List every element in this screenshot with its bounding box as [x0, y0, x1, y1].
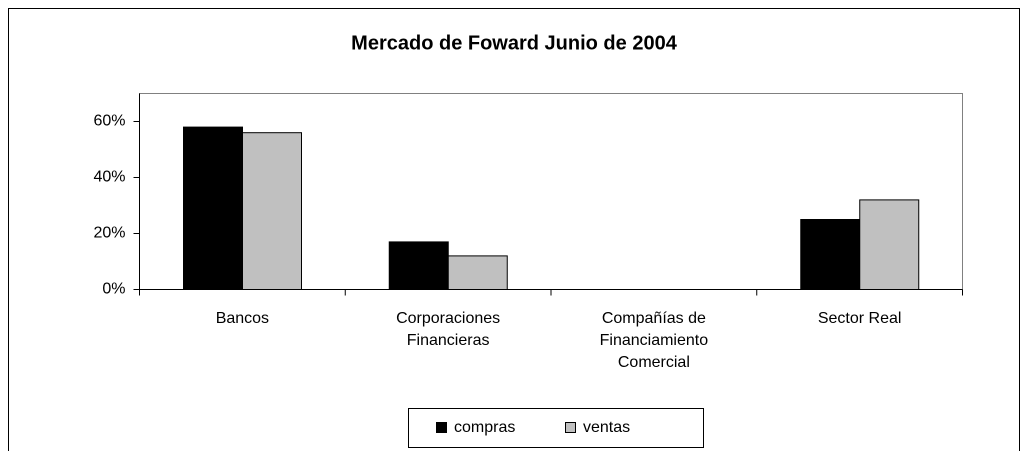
legend-box — [408, 408, 704, 448]
bar — [859, 199, 920, 290]
x-tick-label: Corporaciones Financieras — [396, 310, 501, 349]
bar — [447, 255, 508, 290]
chart-title: Mercado de Foward Junio de 2004 — [351, 32, 678, 54]
y-tick-label: 0% — [102, 281, 125, 298]
bar — [242, 132, 302, 290]
bar — [800, 219, 861, 290]
bar — [388, 241, 449, 290]
x-tick-label: Sector Real — [817, 310, 902, 327]
x-tick-label: Bancos — [215, 310, 270, 327]
y-tick-label: 20% — [93, 225, 125, 242]
legend-label: compras — [454, 419, 515, 436]
legend-swatch — [565, 422, 576, 433]
y-tick-label: 60% — [93, 113, 125, 130]
legend-label: ventas — [583, 419, 630, 436]
bar — [183, 126, 243, 290]
y-tick-label: 40% — [93, 169, 125, 186]
x-tick-label: Compañías de Financiamiento Comercial — [599, 310, 709, 371]
legend-swatch — [436, 422, 447, 433]
